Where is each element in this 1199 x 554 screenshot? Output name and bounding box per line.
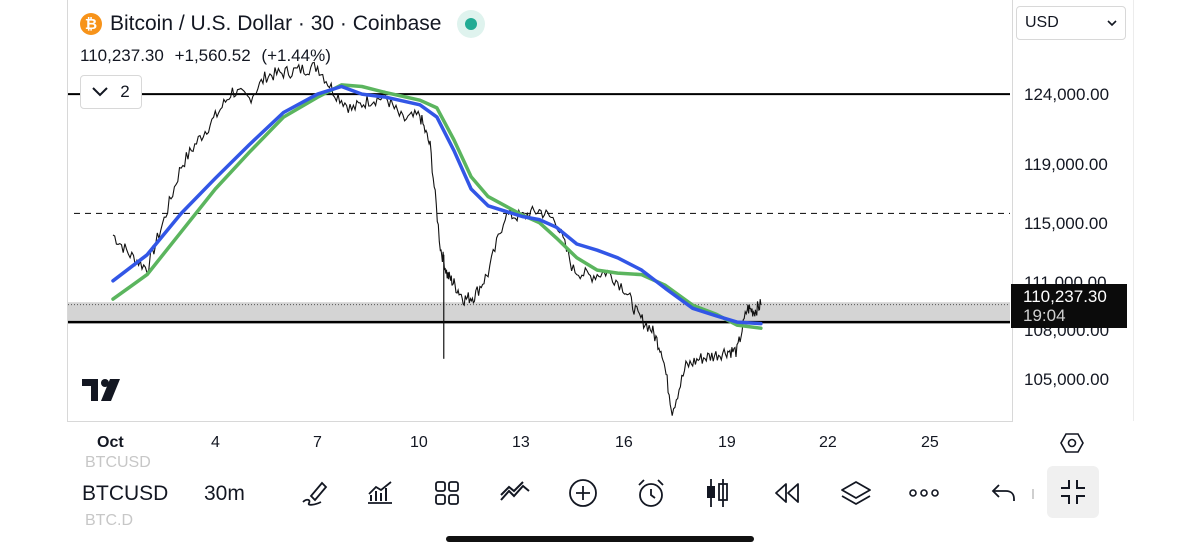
- toolbar-divider: [1032, 489, 1034, 499]
- time-axis-label: 10: [410, 434, 428, 451]
- bitcoin-glyph: ₿: [84, 15, 98, 33]
- currency-value: USD: [1025, 14, 1059, 31]
- tradingview-logo-icon[interactable]: [82, 377, 128, 403]
- alarm-icon[interactable]: [634, 476, 668, 510]
- more-icon[interactable]: [907, 476, 941, 510]
- time-axis-label: 22: [819, 434, 837, 451]
- time-axis-label: 16: [615, 434, 633, 451]
- price-series-line: [112, 61, 762, 416]
- moving-average-fast-line: [111, 84, 763, 326]
- chevron-down-icon: [1107, 19, 1117, 26]
- current-price-value: 110,237.30: [1023, 287, 1107, 306]
- current-price-tag: 110,237.30 19:04: [1011, 284, 1127, 328]
- indicators-icon[interactable]: [363, 476, 397, 510]
- symbol-button[interactable]: BTCUSD: [82, 482, 169, 505]
- right-edge-divider: [1133, 0, 1134, 421]
- bitcoin-icon: ₿: [80, 13, 102, 35]
- indicators-toggle-button[interactable]: 2: [80, 75, 142, 109]
- add-circle-icon[interactable]: [566, 476, 600, 510]
- last-price: 110,237.30: [80, 46, 164, 65]
- symbol-legend[interactable]: ₿ Bitcoin / U.S. Dollar · 30 · Coinbase: [80, 10, 486, 38]
- price-axis-label: 115,000.00: [1024, 214, 1108, 233]
- bar-countdown: 19:04: [1023, 306, 1066, 325]
- chart-pane[interactable]: [67, 0, 1013, 422]
- interval-button[interactable]: 30m: [204, 482, 245, 505]
- price-change-percent: (+1.44%): [261, 46, 331, 65]
- symbol-scroll-next[interactable]: BTC.D: [85, 512, 133, 529]
- currency-select[interactable]: USD: [1016, 6, 1126, 40]
- indicators-count: 2: [120, 82, 130, 101]
- support-zone: [68, 302, 1010, 323]
- layers-icon[interactable]: [839, 476, 873, 510]
- exit-fullscreen-icon: [1061, 480, 1085, 504]
- symbol-scroll-prev[interactable]: BTCUSD: [85, 454, 151, 471]
- compare-icon[interactable]: [498, 476, 532, 510]
- symbol-title[interactable]: Bitcoin / U.S. Dollar · 30 · Coinbase: [110, 12, 442, 35]
- time-axis-label: 25: [921, 434, 939, 451]
- widgets-grid-icon[interactable]: [430, 476, 464, 510]
- market-status-indicator[interactable]: [457, 10, 486, 38]
- time-axis-label: Oct: [97, 434, 124, 451]
- drawing-pen-icon[interactable]: [297, 476, 331, 510]
- price-axis-label: 105,000.00: [1024, 370, 1110, 389]
- time-axis-label: 13: [512, 434, 530, 451]
- price-axis-label: 124,000.00: [1024, 85, 1110, 104]
- replay-icon[interactable]: [770, 476, 804, 510]
- bottom-toolbar: BTCUSD BTCUSD BTC.D 30m: [67, 454, 1133, 529]
- candles-icon[interactable]: [700, 476, 734, 510]
- undo-icon[interactable]: [987, 476, 1021, 510]
- time-axis-label: 7: [313, 434, 322, 451]
- time-axis-label: 19: [718, 434, 736, 451]
- price-change: +1,560.52: [174, 46, 251, 65]
- exit-fullscreen-button[interactable]: [1047, 466, 1099, 518]
- ohlc-summary: 110,237.30 +1,560.52 (+1.44%): [80, 46, 337, 66]
- market-open-dot-icon: [465, 18, 478, 30]
- home-indicator: [446, 536, 754, 542]
- chevron-down-icon: [92, 87, 108, 97]
- chart-settings-icon[interactable]: [1060, 431, 1084, 455]
- price-axis-label: 119,000.00: [1024, 155, 1108, 174]
- time-axis-label: 4: [211, 434, 220, 451]
